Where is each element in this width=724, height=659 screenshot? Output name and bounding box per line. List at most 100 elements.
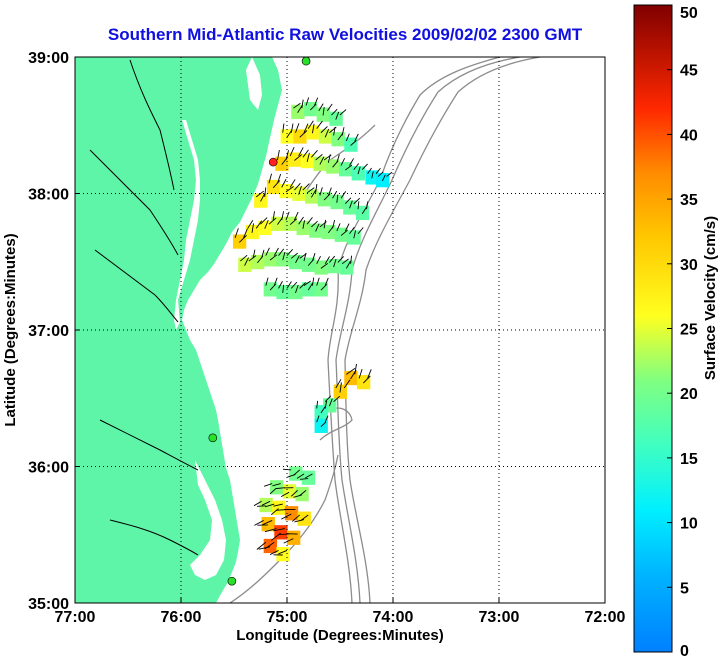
velocity-vector [324,395,332,402]
velocity-vector [273,528,285,532]
velocity-vector [336,223,341,232]
velocity-vector [295,284,299,294]
velocity-vector [371,171,374,179]
velocity-vector [367,369,372,379]
velocity-vector [345,261,351,269]
velocity-vector [316,256,321,265]
velocity-vector [281,211,285,221]
velocity-vector [277,149,280,161]
velocity-vector [243,228,248,239]
velocity-vector [311,149,318,158]
velocity-vector [303,280,311,287]
velocity-vector [320,421,327,428]
velocity-vector [350,140,357,146]
bathymetry-contour-outer [344,57,541,603]
colorbar-tick-label: 45 [680,63,698,80]
velocity-vector [305,97,310,106]
y-tick-label: 38:00 [28,187,69,204]
velocity-vector [286,248,294,256]
velocity-vector [310,189,317,198]
velocity-vector [303,252,307,262]
velocity-vector [286,281,292,289]
velocity-vector [300,478,309,480]
velocity-vector [299,282,307,289]
velocity-vector [293,469,301,476]
velocity-vector [261,500,271,506]
velocity-vector [244,257,249,266]
velocity-vector [290,123,294,133]
radar-station-marker [208,433,218,443]
velocity-vector [262,520,273,526]
velocity-vector [357,201,360,210]
velocity-vector [285,186,294,193]
velocity-cell-north [314,260,328,275]
velocity-vector [238,235,247,243]
velocity-vector [363,375,371,384]
colorbar-label: Surface Velocity (cm/s) [702,216,719,380]
velocity-vector [260,192,266,202]
velocity-cell-south [274,525,288,540]
velocity-vector [268,173,272,184]
velocity-vector [289,179,296,188]
map-axes: 77:00 76:00 75:00 74:00 73:00 72:00 39:00 38:0… [2,50,626,644]
velocity-vector [340,157,346,166]
colorbar-tick-label: 10 [680,516,698,533]
velocity-vector [386,171,393,177]
velocity-vector [381,174,386,182]
velocity-vector [315,184,318,193]
velocity-vector [322,106,325,116]
y-tick-label: 39:00 [28,50,69,67]
velocity-vector [324,256,330,265]
velocity-vector [283,538,294,544]
velocity-cell-south [297,511,311,526]
x-tick-label: 76:00 [161,609,202,626]
velocity-vector [306,152,310,162]
velocity-vector [260,217,268,225]
y-tick-label: 37:00 [28,323,69,340]
velocity-vector [277,173,282,184]
velocity-vector [254,520,264,526]
velocity-vector [327,154,331,163]
velocity-vector [316,277,320,286]
velocity-vector [320,406,326,414]
velocity-vector [357,166,361,175]
colorbar-tick-label: 35 [680,192,698,209]
velocity-vector [302,149,309,158]
velocity-vector [273,277,278,286]
velocity-vector [353,163,360,170]
velocity-vector [316,415,320,423]
velocity-cell-north [263,252,277,267]
velocity-vector [319,156,325,165]
radar-station-marker [227,576,237,586]
velocity-vector [375,167,381,174]
velocity-vector [324,415,329,423]
velocity-vector [324,277,329,286]
velocity-vector [278,550,288,555]
velocity-vector [324,128,330,138]
colorbar-tick-label: 50 [680,5,698,22]
velocity-vector [320,126,328,134]
velocity-vector [315,223,320,232]
velocity-vector [340,229,348,236]
velocity-vector [285,150,290,161]
velocity-vector [326,103,333,112]
velocity-vector [324,400,328,409]
velocity-vector [261,249,265,259]
colorbar-tick-label: 0 [680,643,689,659]
colorbar-tick-label: 40 [680,127,698,144]
colorbar: 0 5 10 15 20 25 30 35 40 45 50 Surface Velocity (c… [633,4,719,659]
velocity-vector [353,197,361,205]
bathymetry-contour-middle [335,57,521,603]
velocity-vector [247,220,254,229]
velocity-vector [332,190,338,199]
velocity-vector [290,490,298,497]
velocity-vector [285,211,290,221]
colorbar-ticks: 0 5 10 15 20 25 30 35 40 45 50 [667,4,698,659]
coastline-river [129,59,175,191]
velocity-vector [336,154,340,163]
velocity-vector [269,254,278,261]
x-tick-label: 73:00 [479,609,520,626]
colorbar-tick-label: 15 [680,451,698,468]
velocity-vector [268,217,277,225]
velocity-cell-north [338,162,353,177]
